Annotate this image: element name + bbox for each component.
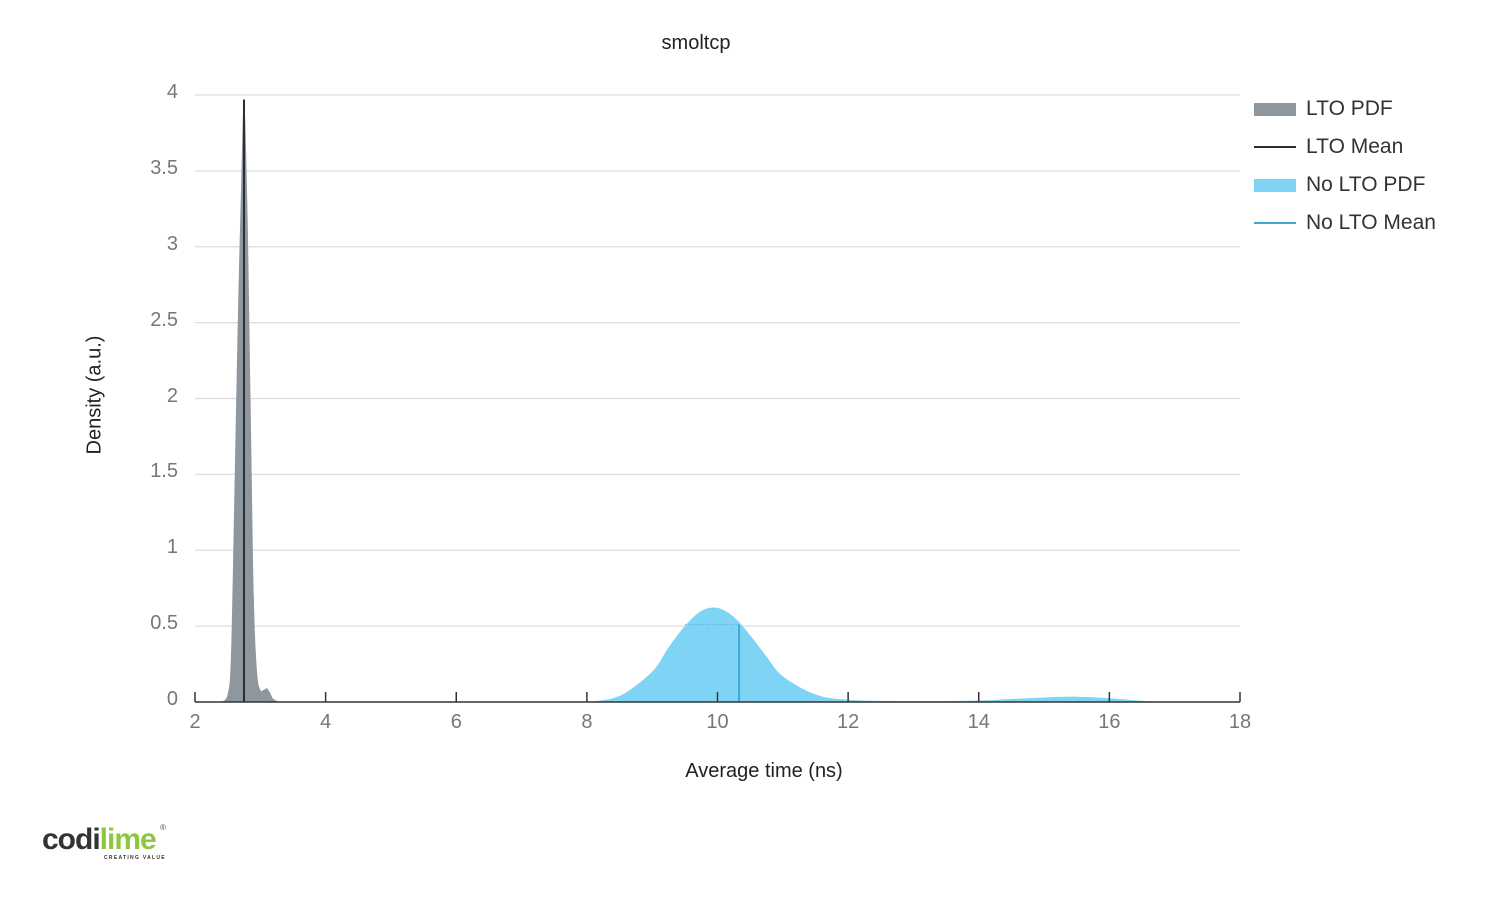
y-tick-label: 3.5 [150, 156, 178, 179]
x-tick-label: 12 [837, 711, 860, 733]
y-axis-label: Density (a.u.) [83, 335, 106, 455]
x-tick-label: 18 [1228, 711, 1252, 733]
registered-icon: ® [160, 823, 166, 832]
chart-title: smoltcp [661, 32, 731, 54]
density-areas [221, 99, 1175, 703]
y-tick-label: 0 [166, 688, 178, 710]
codilime-logo: codilime CREATING VALUE ® [42, 823, 166, 861]
x-tick-label: 2 [189, 711, 201, 733]
lto-pdf-swatch-icon [1254, 102, 1296, 116]
legend-item-lto-pdf[interactable]: LTO PDF [1254, 90, 1436, 128]
lto-pdf-area [221, 99, 280, 703]
x-tick-label: 4 [320, 711, 332, 733]
x-tick-label: 10 [706, 711, 729, 733]
y-tick-label: 2 [166, 384, 178, 407]
y-tick-label: 4 [166, 81, 178, 103]
x-tick-label: 8 [581, 711, 593, 733]
x-axis [194, 692, 1241, 703]
legend-label: No LTO PDF [1306, 173, 1426, 196]
mean-lines [242, 99, 741, 702]
legend-item-no-lto-pdf[interactable]: No LTO PDF [1254, 166, 1436, 204]
y-tick-label: 1 [166, 536, 178, 559]
no-lto-pdf-area [586, 607, 1175, 702]
x-tick-label: 14 [967, 711, 990, 733]
y-tick-label: 1.5 [150, 460, 178, 483]
x-tick-label: 16 [1098, 711, 1121, 733]
legend-item-no-lto-mean[interactable]: No LTO Mean [1254, 204, 1436, 242]
legend-label: LTO PDF [1306, 97, 1393, 120]
legend-label: No LTO Mean [1306, 211, 1436, 234]
no-lto-pdf-swatch-icon [1254, 178, 1296, 192]
legend-item-lto-mean[interactable]: LTO Mean [1254, 128, 1436, 166]
no-lto-mean-line-icon [1254, 222, 1296, 224]
gridlines [195, 94, 1240, 627]
y-tick-label: 3 [166, 232, 178, 255]
legend-label: LTO Mean [1306, 135, 1404, 158]
x-axis-label: Average time (ns) [685, 760, 843, 782]
logo-tagline: CREATING VALUE [104, 855, 166, 861]
y-tick-label: 0.5 [150, 612, 178, 635]
lto-mean-line-icon [1254, 146, 1296, 148]
x-tick-label: 6 [450, 711, 462, 733]
legend: LTO PDF LTO Mean No LTO PDF No LTO Mean [1254, 90, 1436, 242]
y-tick-label: 2.5 [150, 308, 178, 331]
